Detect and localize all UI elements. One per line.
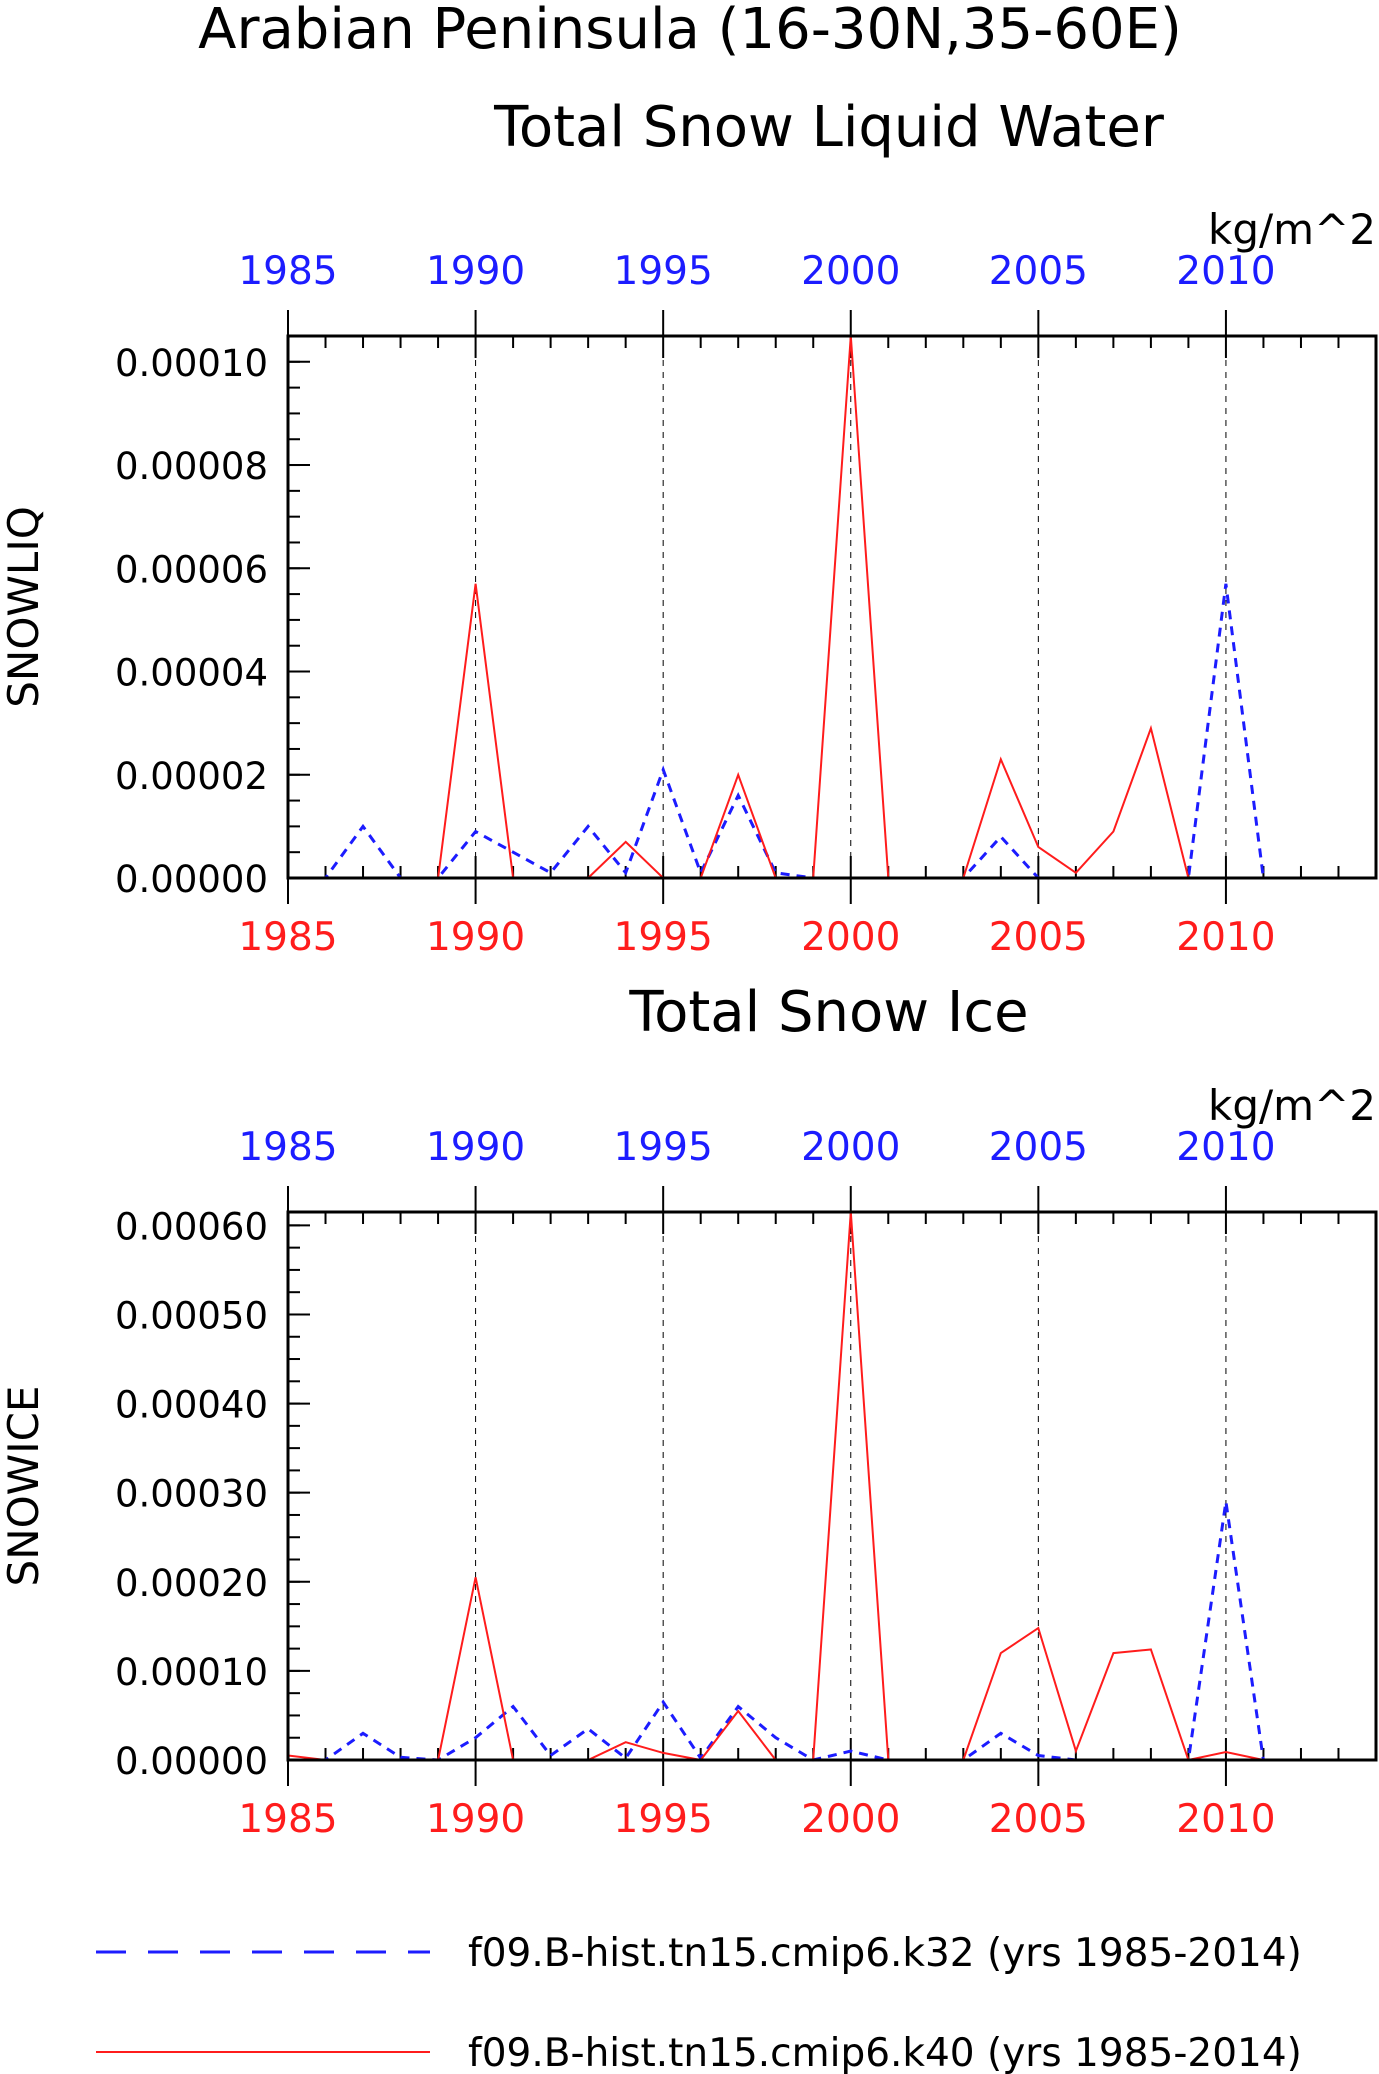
units-label: kg/m^2 (1208, 1081, 1376, 1130)
chart-panel-2: Total Snow Ice kg/m^2 0.00000 0.00010 0.0002… (0, 980, 1378, 1842)
figure-title-line2: Total Snow Liquid Water (493, 95, 1165, 160)
y-axis-label: SNOWLIQ (0, 506, 48, 708)
y-tick-label: 0.00004 (115, 652, 268, 695)
x-tick-label-top: 2000 (801, 1125, 900, 1170)
y-tick-label: 0.00006 (115, 548, 268, 591)
legend-label-1: f09.B-hist.tn15.cmip6.k32 (yrs 1985-2014… (468, 1931, 1302, 1976)
x-tick-label-top: 1985 (238, 1125, 337, 1170)
y-tick-label: 0.00060 (115, 1205, 268, 1248)
x-tick-label-bottom: 1995 (614, 1797, 713, 1842)
y-tick-label: 0.00020 (115, 1562, 268, 1605)
y-tick-label: 0.00030 (115, 1473, 268, 1516)
series-line-k32 (288, 583, 1376, 880)
series-line-k32 (288, 1501, 1376, 1762)
x-tick-label-top: 2005 (989, 1125, 1088, 1170)
plot-frame (286, 334, 1378, 880)
x-tick-label-top: 1995 (614, 1125, 713, 1170)
x-tick-label-bottom: 2005 (989, 1797, 1088, 1842)
y-tick-label: 0.00002 (115, 755, 268, 798)
x-tick-label-bottom: 1995 (614, 915, 713, 960)
x-tick-label-top: 1985 (238, 249, 337, 294)
legend: f09.B-hist.tn15.cmip6.k32 (yrs 1985-2014… (96, 1931, 1302, 2074)
y-tick-label: 0.00040 (115, 1384, 268, 1427)
chart-panel-1: kg/m^2 0.00000 0.00002 0.00004 0.00006 0.0000… (0, 205, 1378, 960)
x-tick-label-bottom: 2010 (1176, 915, 1275, 960)
x-tick-label-top: 1995 (614, 249, 713, 294)
units-label: kg/m^2 (1208, 205, 1376, 254)
x-tick-label-bottom: 1990 (426, 1797, 525, 1842)
series-line-k40 (287, 1211, 1376, 1762)
y-tick-label: 0.00050 (115, 1294, 268, 1337)
y-tick-label: 0.00000 (115, 858, 268, 901)
figure-title-line1: Arabian Peninsula (16-30N,35-60E) (198, 0, 1182, 62)
y-tick-label: 0.00010 (115, 342, 268, 385)
x-tick-label-top: 2005 (989, 249, 1088, 294)
x-tick-label-bottom: 2005 (989, 915, 1088, 960)
y-axis-label: SNOWICE (0, 1386, 48, 1587)
x-tick-label-top: 2000 (801, 249, 900, 294)
y-tick-label: 0.00008 (115, 445, 268, 488)
legend-label-2: f09.B-hist.tn15.cmip6.k40 (yrs 1985-2014… (468, 2031, 1302, 2074)
x-tick-label-top: 1990 (426, 1125, 525, 1170)
x-tick-label-bottom: 1985 (238, 1797, 337, 1842)
panel-title: Total Snow Ice (628, 980, 1028, 1045)
y-tick-label: 0.00000 (115, 1740, 268, 1783)
series-line-k40 (288, 335, 1376, 879)
x-tick-label-top: 1990 (426, 249, 525, 294)
x-tick-label-bottom: 1990 (426, 915, 525, 960)
plot-frame (286, 1210, 1378, 1762)
x-tick-label-top: 2010 (1176, 1125, 1275, 1170)
x-tick-label-bottom: 2000 (801, 1797, 900, 1842)
x-tick-label-bottom: 2000 (801, 915, 900, 960)
x-tick-label-bottom: 2010 (1176, 1797, 1275, 1842)
x-tick-label-bottom: 1985 (238, 915, 337, 960)
y-tick-label: 0.00010 (115, 1651, 268, 1694)
x-tick-label-top: 2010 (1176, 249, 1275, 294)
